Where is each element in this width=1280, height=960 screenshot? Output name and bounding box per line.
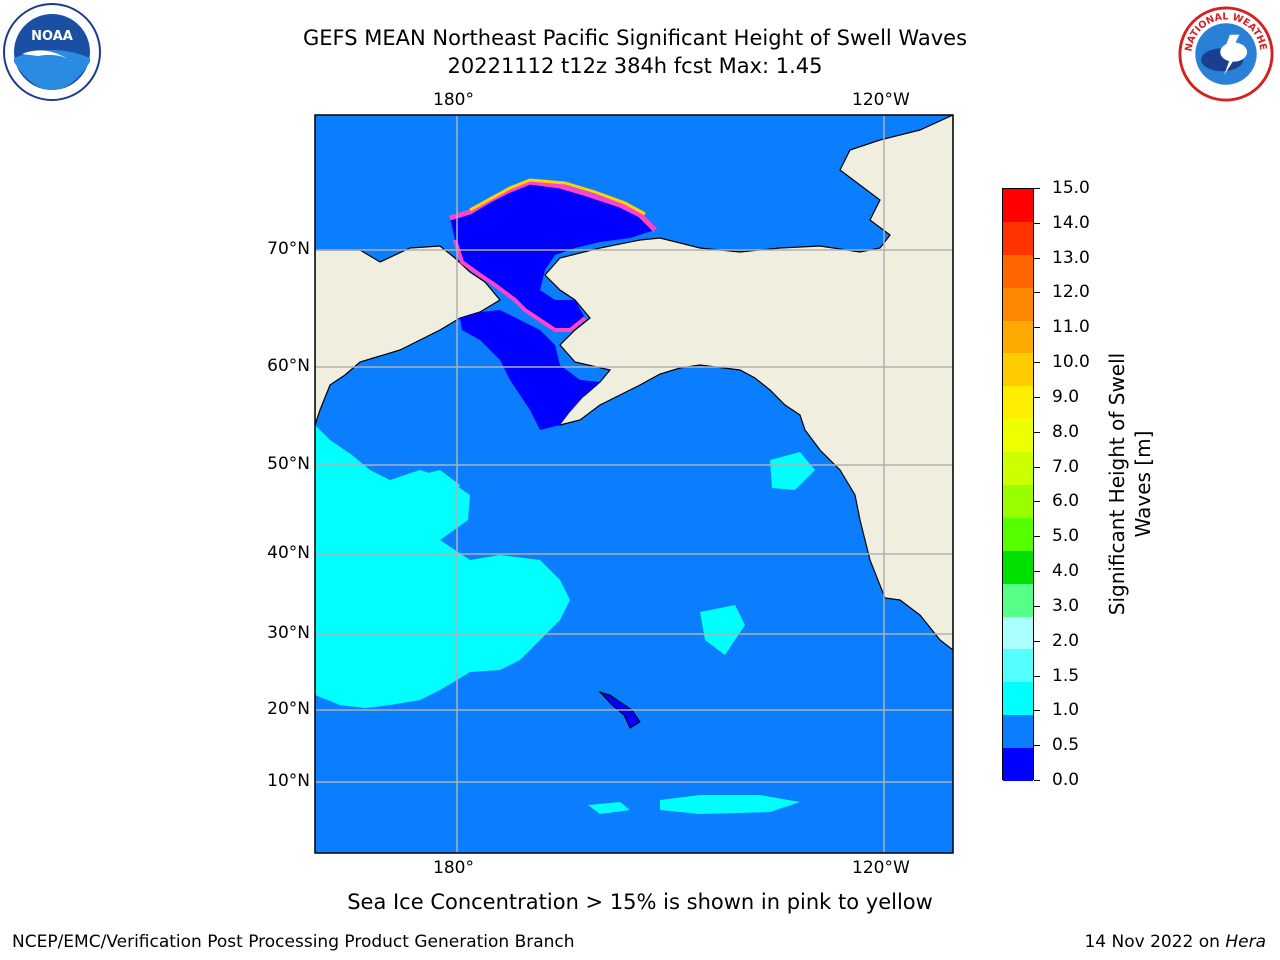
- sea-ice-margin-south: [453, 239, 587, 332]
- colorbar-tick-label: 9.0: [1052, 386, 1080, 407]
- colorbar-segment: [1003, 682, 1033, 716]
- swell-low-bering: [460, 310, 600, 430]
- colorbar-segment: [1003, 386, 1033, 420]
- colorbar-tick-mark: [1034, 466, 1040, 468]
- swell-patch-south: [660, 795, 800, 814]
- colorbar-segment: [1003, 452, 1033, 486]
- lon-label-top-180: 180°: [433, 90, 474, 110]
- swell-low-arctic: [450, 182, 655, 330]
- colorbar-tick-label: 14.0: [1052, 212, 1090, 233]
- colorbar-tick-label: 1.0: [1052, 700, 1080, 721]
- colorbar-tick-mark: [1034, 605, 1040, 607]
- sea-ice-edge-yellow: [469, 178, 646, 216]
- colorbar-segment: [1003, 550, 1033, 585]
- colorbar-tick-mark: [1034, 675, 1040, 677]
- colorbar-segment: [1003, 583, 1033, 618]
- lat-label-40n: 40°N: [267, 543, 310, 563]
- colorbar-tick-mark: [1034, 396, 1040, 398]
- date-text: 14 Nov 2022 on Hera: [1084, 932, 1266, 952]
- lat-label-10n: 10°N: [267, 771, 310, 791]
- colorbar-tick-label: 10.0: [1052, 352, 1090, 373]
- swell-patch-north-central: [408, 470, 460, 500]
- sea-ice-note: Sea Ice Concentration > 15% is shown in …: [347, 890, 933, 914]
- colorbar-tick-label: 15.0: [1052, 178, 1090, 198]
- colorbar-tick-mark: [1034, 536, 1040, 538]
- colorbar-tick-label: 2.0: [1052, 630, 1080, 651]
- lat-label-50n: 50°N: [267, 454, 310, 474]
- colorbar-tick-mark: [1034, 640, 1040, 642]
- colorbar-segment: [1003, 649, 1033, 683]
- swell-region-west: [315, 425, 570, 708]
- colorbar-segment: [1003, 320, 1033, 354]
- nws-logo-icon: NATIONAL WEATHER SERVICE: [1178, 6, 1274, 102]
- colorbar-segment: [1003, 748, 1033, 782]
- colorbar-tick-mark: [1034, 257, 1040, 259]
- colorbar-segment: [1003, 419, 1033, 453]
- colorbar-tick-label: 6.0: [1052, 491, 1080, 512]
- lon-label-bottom-120w: 120°W: [852, 858, 910, 878]
- swell-patch-gulf: [770, 452, 815, 490]
- swell-patch-central: [700, 605, 745, 655]
- lat-label-70n: 70°N: [267, 239, 310, 259]
- colorbar-title: Significant Height of Swell Waves [m]: [1104, 274, 1156, 694]
- map-frame: [314, 114, 954, 854]
- lat-labels: 70°N 60°N 50°N 40°N 30°N 20°N 10°N: [200, 0, 310, 960]
- colorbar-tick-label: 12.0: [1052, 282, 1090, 303]
- colorbar-tick-mark: [1034, 222, 1040, 224]
- colorbar-tick-label: 7.0: [1052, 456, 1080, 477]
- colorbar: [1002, 188, 1034, 782]
- colorbar-title-line1: Significant Height of Swell: [1105, 352, 1129, 616]
- colorbar-tick-label: 1.5: [1052, 665, 1080, 686]
- date-value: 14 Nov 2022 on: [1084, 932, 1220, 952]
- colorbar-tick-mark: [1034, 362, 1040, 364]
- noaa-logo-text: NOAA: [31, 29, 73, 44]
- colorbar-segment: [1003, 353, 1033, 387]
- colorbar-tick-label: 13.0: [1052, 247, 1090, 268]
- colorbar-tick-label: 3.0: [1052, 595, 1080, 616]
- colorbar-tick-label: 11.0: [1052, 317, 1090, 338]
- colorbar-tick-label: 5.0: [1052, 526, 1080, 547]
- credit-text: NCEP/EMC/Verification Post Processing Pr…: [12, 932, 575, 952]
- noaa-logo-icon: NOAA: [3, 3, 101, 101]
- machine-name: Hera: [1225, 932, 1266, 952]
- colorbar-segment: [1003, 616, 1033, 650]
- colorbar-tick-mark: [1034, 292, 1040, 294]
- lon-label-bottom-180: 180°: [433, 858, 474, 878]
- colorbar-tick-label: 0.0: [1052, 770, 1080, 790]
- colorbar-tick-mark: [1034, 745, 1040, 747]
- colorbar-title-line2: Waves [m]: [1131, 430, 1155, 538]
- colorbar-segment: [1003, 221, 1033, 256]
- colorbar-segment: [1003, 517, 1033, 552]
- lat-label-60n: 60°N: [267, 356, 310, 376]
- chart-title: GEFS MEAN Northeast Pacific Significant …: [302, 26, 968, 50]
- colorbar-tick-mark: [1034, 327, 1040, 329]
- colorbar-segment: [1003, 715, 1033, 749]
- colorbar-tick-mark: [1034, 501, 1040, 503]
- colorbar-segment: [1003, 189, 1033, 223]
- swell-patch-south-2: [588, 802, 630, 814]
- chart-subtitle: 20221112 t12z 384h fcst Max: 1.45: [447, 54, 823, 78]
- colorbar-tick-mark: [1034, 710, 1040, 712]
- colorbar-segment: [1003, 485, 1033, 519]
- colorbar-tick-mark: [1034, 431, 1040, 433]
- colorbar-segment: [1003, 287, 1033, 322]
- graticule: [315, 115, 953, 853]
- colorbar-tick-mark: [1034, 571, 1040, 573]
- colorbar-tick-label: 0.5: [1052, 735, 1080, 756]
- colorbar-tick-mark: [1034, 780, 1040, 781]
- colorbar-tick-mark: [1034, 188, 1040, 189]
- colorbar-tick-label: 8.0: [1052, 421, 1080, 442]
- colorbar-segment: [1003, 254, 1033, 289]
- lat-label-30n: 30°N: [267, 623, 310, 643]
- lon-label-top-120w: 120°W: [852, 90, 910, 110]
- colorbar-tick-label: 4.0: [1052, 561, 1080, 582]
- lat-label-20n: 20°N: [267, 699, 310, 719]
